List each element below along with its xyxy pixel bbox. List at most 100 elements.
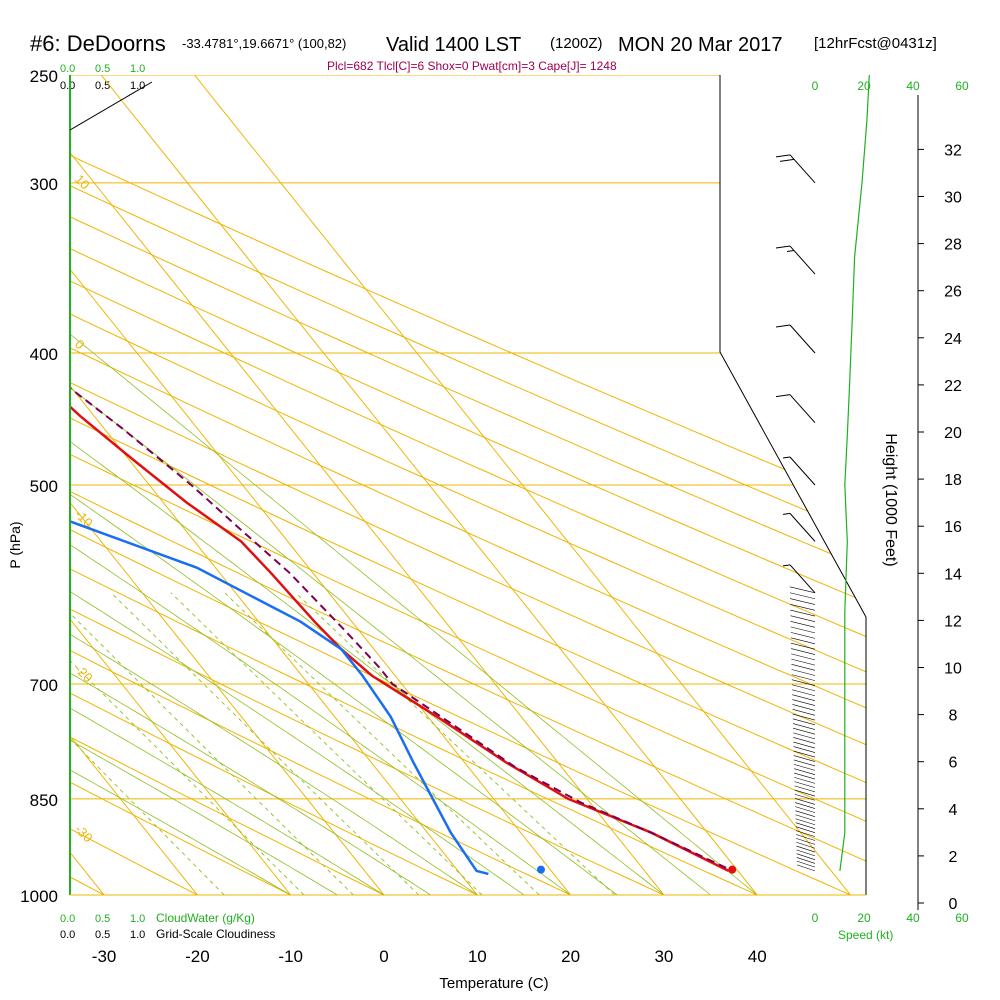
wind-barb-low bbox=[792, 727, 816, 735]
wind-barb-low bbox=[795, 814, 816, 822]
wind-barb-low bbox=[795, 826, 816, 833]
temperature-tick-label: 10 bbox=[468, 947, 487, 966]
wind-barb-low bbox=[790, 642, 816, 650]
wind-barb-low bbox=[794, 781, 816, 788]
wind-barb-flag bbox=[779, 158, 795, 162]
speed-tick-label-bottom: 20 bbox=[857, 911, 871, 925]
dry-adiabat-line bbox=[70, 75, 866, 895]
wind-barb-low bbox=[791, 674, 816, 681]
dry-adiabat-line bbox=[70, 75, 851, 895]
mixing-ratio-line bbox=[224, 592, 540, 895]
height-tick-label: 6 bbox=[949, 755, 958, 772]
pressure-tick-label: 1000 bbox=[20, 887, 58, 906]
isotherm-line bbox=[70, 75, 478, 895]
wind-barb-low bbox=[790, 609, 816, 617]
height-tick-label: 12 bbox=[944, 613, 962, 630]
wind-barb-low bbox=[794, 798, 816, 805]
dry-adiabat-line bbox=[70, 75, 866, 895]
chart-boundary bbox=[719, 75, 867, 895]
pressure-axis: 250 300 400 500 700 850 1000 bbox=[20, 67, 58, 906]
wind-barb-low bbox=[792, 713, 816, 721]
speed-tick-label-bottom: 40 bbox=[906, 911, 920, 925]
station-location: -33.4781°,19.6671° (100,82) bbox=[182, 36, 346, 51]
height-tick-label: 8 bbox=[949, 708, 958, 725]
dry-adiabat-line bbox=[70, 75, 866, 895]
wind-barb-low bbox=[791, 658, 816, 666]
wind-barb-low bbox=[790, 632, 816, 639]
top-cloudiness-2: 1.0 bbox=[130, 80, 145, 92]
wind-barb-low bbox=[793, 755, 816, 762]
wind-barb-low bbox=[795, 806, 816, 813]
height-tick-label: 24 bbox=[944, 331, 962, 348]
wind-barb-low bbox=[791, 679, 816, 687]
wind-barb-low bbox=[794, 789, 816, 797]
moist-adiabat-line bbox=[70, 75, 525, 895]
moist-adiabat-line bbox=[70, 75, 338, 895]
height-tick-label: 14 bbox=[944, 566, 962, 583]
dry-adiabat-line bbox=[70, 75, 866, 895]
height-tick-label: 30 bbox=[944, 190, 962, 207]
wind-barb-staff bbox=[789, 564, 816, 594]
wind-barb-low bbox=[792, 709, 816, 716]
moist-adiabat-line bbox=[70, 75, 758, 895]
dry-adiabat-line bbox=[70, 75, 866, 895]
wind-barb-low bbox=[792, 723, 816, 730]
pressure-tick-label: 700 bbox=[30, 676, 58, 695]
isotherm-line bbox=[70, 75, 292, 895]
mixing-ratio-label: 3 bbox=[352, 900, 368, 915]
wind-barb-low bbox=[794, 777, 816, 784]
bottom-cloud-water-0: 0.0 bbox=[60, 913, 75, 925]
top-cloud-water-1: 0.5 bbox=[95, 63, 110, 75]
height-tick-label: 10 bbox=[944, 661, 962, 678]
wind-barb-half bbox=[782, 456, 791, 459]
dry-adiabat-line bbox=[70, 75, 665, 895]
wind-barb-low bbox=[795, 810, 816, 817]
wind-barb-low bbox=[796, 845, 816, 853]
moist-adiabat-line bbox=[70, 75, 478, 895]
dry-adiabat-line bbox=[70, 75, 571, 895]
wind-barb-low bbox=[793, 764, 816, 771]
wind-barb-low bbox=[792, 699, 816, 706]
speed-tick-label-bottom: 0 bbox=[812, 911, 819, 925]
wind-speed-line bbox=[839, 74, 870, 871]
wind-barb-low bbox=[795, 834, 816, 841]
temperature-axis: -30 -20 -10 0 10 20 30 40 bbox=[92, 947, 767, 966]
wind-barb-low bbox=[789, 586, 816, 594]
wind-barb-low bbox=[791, 669, 816, 676]
moist-adiabat-line bbox=[70, 75, 665, 895]
height-tick-label: 18 bbox=[944, 472, 962, 489]
wind-barb-low bbox=[791, 648, 816, 655]
speed-tick-label-top: 40 bbox=[906, 79, 920, 93]
stability-indices: Plcl=682 Tlcl[C]=6 Shox=0 Pwat[cm]=3 Cap… bbox=[327, 59, 617, 73]
temperature-profile-line bbox=[70, 97, 730, 873]
height-axis-title: Height (1000 Feet) bbox=[882, 433, 899, 566]
dry-adiabat-label: 10 bbox=[72, 172, 93, 193]
bottom-cloudiness-0: 0.0 bbox=[60, 929, 75, 941]
wind-barb-low bbox=[796, 838, 816, 845]
height-tick-label: 32 bbox=[944, 142, 962, 159]
height-tick-label: 16 bbox=[944, 519, 962, 536]
dry-adiabat-line bbox=[70, 75, 866, 895]
bottom-cloud-water-1: 0.5 bbox=[95, 913, 110, 925]
mixing-ratio-label: 8 bbox=[480, 900, 496, 915]
dry-adiabat-line bbox=[70, 75, 385, 895]
wind-barb-half bbox=[782, 564, 791, 567]
wind-barb-staff bbox=[789, 394, 816, 424]
pressure-tick-label: 300 bbox=[30, 175, 58, 194]
moist-adiabat-line bbox=[70, 75, 431, 895]
moist-adiabat-line bbox=[70, 75, 385, 895]
top-cloudiness-1: 0.5 bbox=[95, 80, 110, 92]
temperature-surface-point bbox=[728, 865, 737, 874]
wind-barb-low bbox=[794, 772, 816, 780]
wind-barb-low bbox=[793, 746, 816, 753]
mixing-ratio-label: 12 bbox=[536, 894, 557, 914]
mixing-ratio-label: 2 bbox=[302, 900, 318, 915]
wind-barb-flag bbox=[775, 154, 791, 158]
wind-barb-flag bbox=[775, 394, 791, 398]
mixing-ratio-label: 20 bbox=[610, 894, 631, 914]
bottom-cloudiness-1: 0.5 bbox=[95, 929, 110, 941]
mixing-ratio-line bbox=[70, 592, 225, 895]
wind-barb-low bbox=[794, 802, 816, 809]
height-tick-label: 0 bbox=[949, 896, 958, 913]
